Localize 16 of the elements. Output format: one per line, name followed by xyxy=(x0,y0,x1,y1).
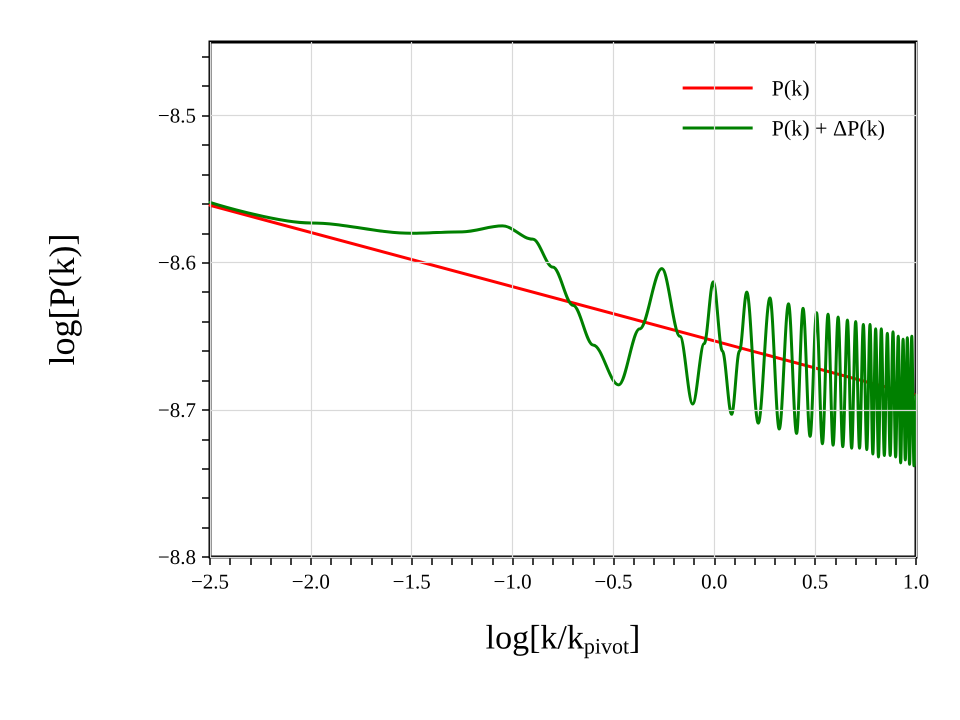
y-tick-label: −8.6 xyxy=(158,250,196,275)
legend-label: P(k) + ΔP(k) xyxy=(772,116,886,140)
x-tick-label: −2.0 xyxy=(292,570,330,594)
x-tick-label: −0.5 xyxy=(594,570,632,594)
x-tick-label: 0.0 xyxy=(701,570,728,594)
y-tick-label: −8.8 xyxy=(158,545,196,569)
y-tick-label: −8.5 xyxy=(158,104,196,128)
x-tick-label: 0.5 xyxy=(802,570,828,594)
line-series xyxy=(208,200,918,468)
x-tick-label: 1.0 xyxy=(902,570,930,594)
legend-label: P(k) xyxy=(772,76,810,100)
y-tick-label: −8.7 xyxy=(158,398,196,422)
x-tick-label: −1.5 xyxy=(392,570,431,594)
x-tick-label: −2.5 xyxy=(190,570,230,594)
y-axis-title: log[P(k)] xyxy=(42,234,82,366)
x-tick-label: −1.0 xyxy=(494,570,532,594)
